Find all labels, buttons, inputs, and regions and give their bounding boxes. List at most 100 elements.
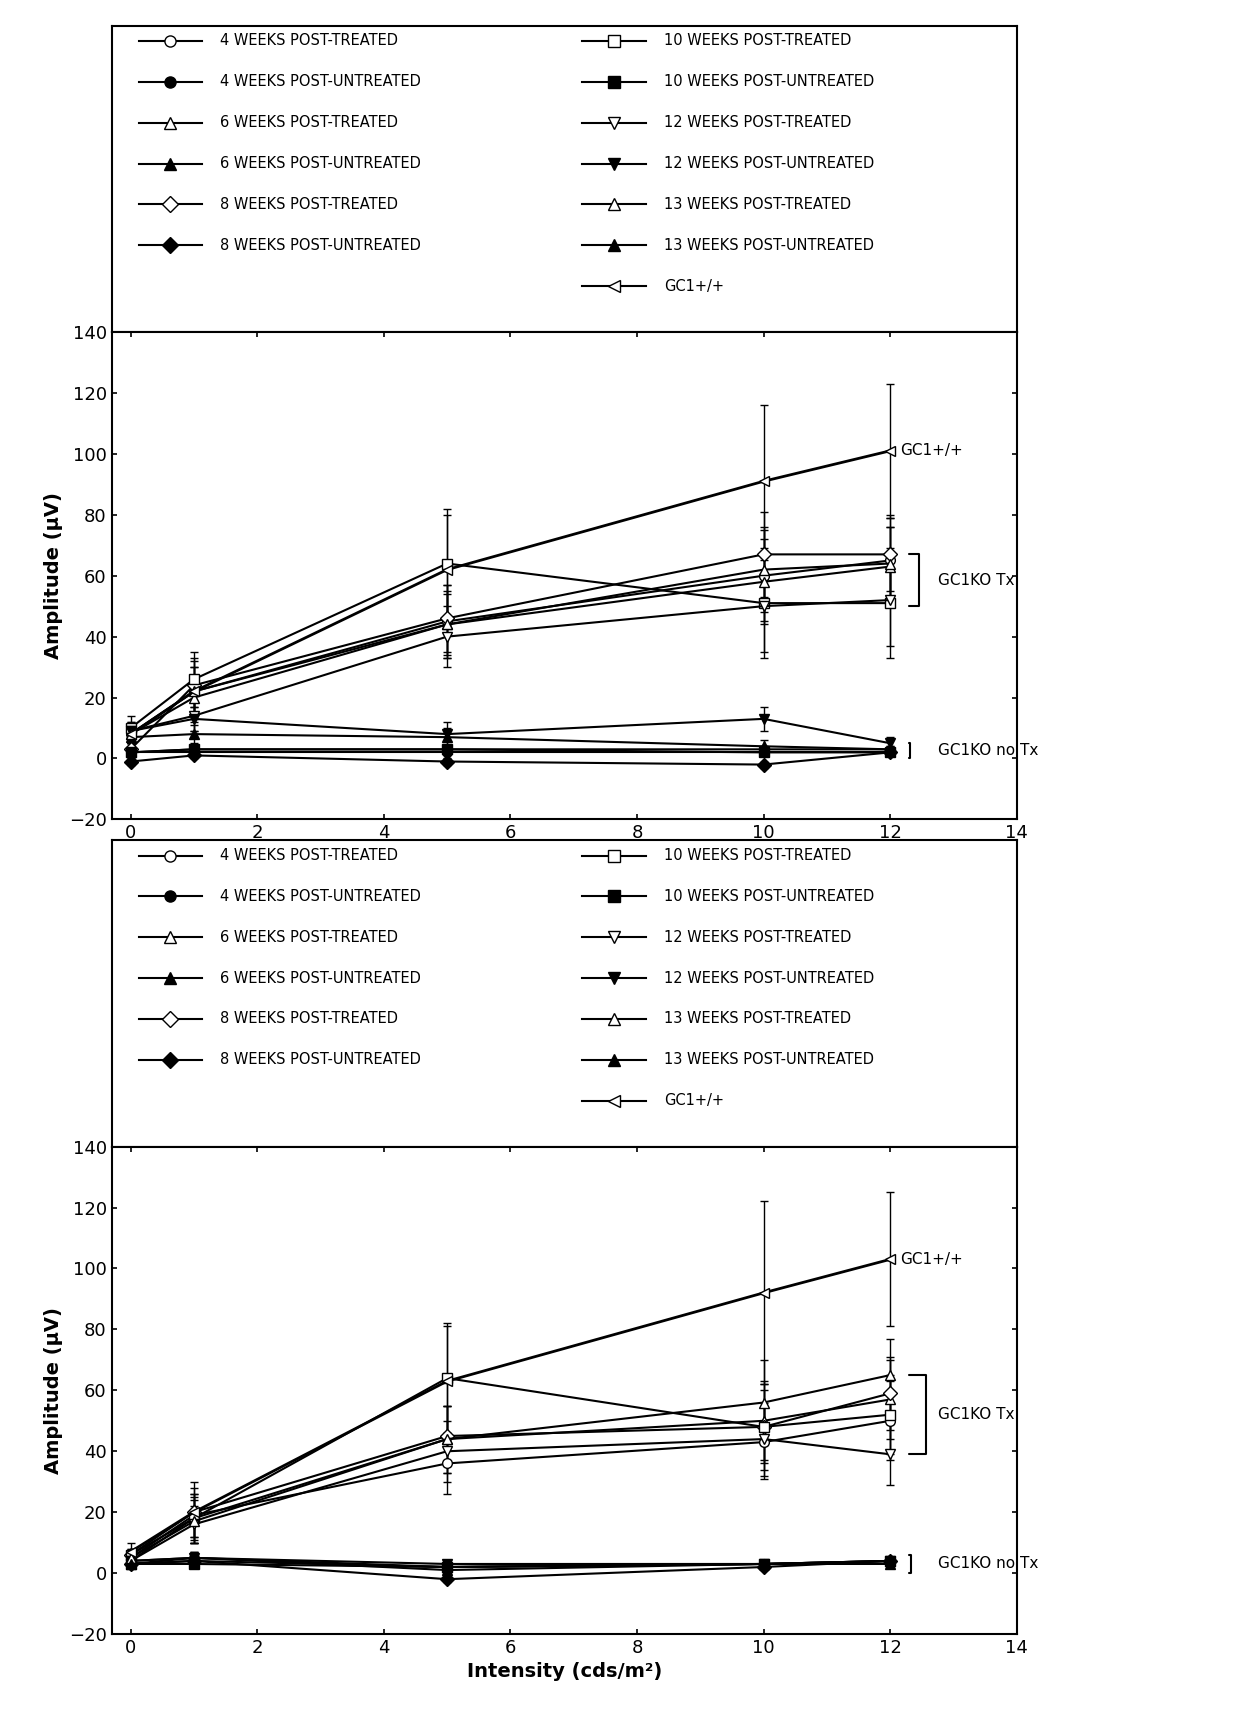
4 WEEKS POST-TREATED [123, 1548, 138, 1568]
Line: 12 WEEKS POST-TREATED: 12 WEEKS POST-TREATED [125, 1435, 895, 1566]
8 WEEKS POST-TREATED [756, 1416, 771, 1436]
Line: 10 WEEKS POST-UNTREATED: 10 WEEKS POST-UNTREATED [125, 1556, 895, 1571]
GC1+/+ [186, 1501, 201, 1522]
6 WEEKS POST-UNTREATED [123, 1551, 138, 1571]
13 WEEKS POST-TREATED [123, 1548, 138, 1568]
12 WEEKS POST-TREATED [756, 1430, 771, 1450]
Y-axis label: Amplitude (μV): Amplitude (μV) [45, 1306, 63, 1474]
10 WEEKS POST-TREATED [756, 1416, 771, 1436]
Line: 13 WEEKS POST-UNTREATED: 13 WEEKS POST-UNTREATED [125, 1556, 895, 1571]
GC1+/+ [756, 470, 771, 491]
Text: 4 WEEKS POST-TREATED: 4 WEEKS POST-TREATED [221, 34, 398, 48]
10 WEEKS POST-UNTREATED [883, 742, 898, 763]
6 WEEKS POST-TREATED [123, 723, 138, 744]
Line: 4 WEEKS POST-UNTREATED: 4 WEEKS POST-UNTREATED [125, 1553, 895, 1571]
Text: 10 WEEKS POST-TREATED: 10 WEEKS POST-TREATED [663, 848, 851, 864]
13 WEEKS POST-TREATED [186, 681, 201, 701]
Text: GC1KO Tx: GC1KO Tx [937, 1407, 1014, 1423]
8 WEEKS POST-TREATED [123, 739, 138, 759]
GC1+/+ [440, 1371, 455, 1392]
10 WEEKS POST-TREATED [440, 554, 455, 575]
12 WEEKS POST-UNTREATED [123, 722, 138, 742]
6 WEEKS POST-TREATED [440, 614, 455, 634]
4 WEEKS POST-UNTREATED [440, 742, 455, 763]
6 WEEKS POST-UNTREATED [883, 739, 898, 759]
X-axis label: Intensity (cds/m²): Intensity (cds/m²) [466, 1662, 662, 1681]
Line: 8 WEEKS POST-TREATED: 8 WEEKS POST-TREATED [125, 549, 895, 754]
Text: 6 WEEKS POST-TREATED: 6 WEEKS POST-TREATED [221, 115, 398, 130]
12 WEEKS POST-UNTREATED [186, 708, 201, 728]
6 WEEKS POST-TREATED [440, 1430, 455, 1450]
10 WEEKS POST-TREATED [186, 669, 201, 689]
12 WEEKS POST-UNTREATED [123, 1551, 138, 1571]
4 WEEKS POST-UNTREATED [440, 1556, 455, 1577]
10 WEEKS POST-TREATED [123, 718, 138, 739]
8 WEEKS POST-TREATED [883, 544, 898, 564]
13 WEEKS POST-UNTREATED [440, 739, 455, 759]
8 WEEKS POST-UNTREATED [186, 746, 201, 766]
13 WEEKS POST-TREATED [756, 1392, 771, 1412]
12 WEEKS POST-TREATED [883, 590, 898, 610]
Text: 12 WEEKS POST-UNTREATED: 12 WEEKS POST-UNTREATED [663, 156, 874, 171]
13 WEEKS POST-UNTREATED [186, 1551, 201, 1571]
4 WEEKS POST-TREATED [756, 566, 771, 587]
GC1+/+ [440, 559, 455, 580]
Line: 13 WEEKS POST-UNTREATED: 13 WEEKS POST-UNTREATED [125, 744, 895, 758]
4 WEEKS POST-TREATED [883, 551, 898, 571]
4 WEEKS POST-UNTREATED [756, 742, 771, 763]
10 WEEKS POST-TREATED [440, 1368, 455, 1389]
GC1+/+ [883, 1248, 898, 1269]
Line: 8 WEEKS POST-TREATED: 8 WEEKS POST-TREATED [125, 1389, 895, 1560]
Text: 6 WEEKS POST-TREATED: 6 WEEKS POST-TREATED [221, 930, 398, 946]
6 WEEKS POST-TREATED [756, 1411, 771, 1431]
13 WEEKS POST-TREATED [883, 1365, 898, 1385]
8 WEEKS POST-UNTREATED [756, 1556, 771, 1577]
8 WEEKS POST-TREATED [186, 1501, 201, 1522]
4 WEEKS POST-UNTREATED [756, 1554, 771, 1575]
8 WEEKS POST-UNTREATED [440, 751, 455, 771]
GC1+/+ [756, 1282, 771, 1303]
8 WEEKS POST-TREATED [186, 675, 201, 696]
Line: 6 WEEKS POST-UNTREATED: 6 WEEKS POST-UNTREATED [125, 1553, 895, 1575]
GC1+/+ [883, 441, 898, 462]
Text: 13 WEEKS POST-UNTREATED: 13 WEEKS POST-UNTREATED [663, 1052, 874, 1067]
Text: 6 WEEKS POST-UNTREATED: 6 WEEKS POST-UNTREATED [221, 156, 422, 171]
6 WEEKS POST-TREATED [186, 687, 201, 708]
10 WEEKS POST-UNTREATED [186, 739, 201, 759]
Text: 6 WEEKS POST-UNTREATED: 6 WEEKS POST-UNTREATED [221, 971, 422, 985]
12 WEEKS POST-TREATED [123, 1551, 138, 1571]
GC1+/+ [123, 723, 138, 744]
13 WEEKS POST-UNTREATED [440, 1556, 455, 1577]
4 WEEKS POST-UNTREATED [123, 742, 138, 763]
8 WEEKS POST-TREATED [123, 1544, 138, 1565]
8 WEEKS POST-TREATED [440, 1426, 455, 1447]
12 WEEKS POST-UNTREATED [883, 734, 898, 754]
8 WEEKS POST-UNTREATED [123, 751, 138, 771]
Line: 6 WEEKS POST-TREATED: 6 WEEKS POST-TREATED [125, 1395, 895, 1566]
6 WEEKS POST-UNTREATED [186, 1548, 201, 1568]
6 WEEKS POST-TREATED [883, 556, 898, 576]
8 WEEKS POST-UNTREATED [883, 1551, 898, 1571]
10 WEEKS POST-TREATED [756, 593, 771, 614]
Text: 12 WEEKS POST-UNTREATED: 12 WEEKS POST-UNTREATED [663, 971, 874, 985]
12 WEEKS POST-UNTREATED [440, 1554, 455, 1575]
Text: GC1+/+: GC1+/+ [663, 279, 724, 294]
10 WEEKS POST-TREATED [186, 1508, 201, 1529]
6 WEEKS POST-UNTREATED [440, 727, 455, 747]
4 WEEKS POST-TREATED [123, 723, 138, 744]
10 WEEKS POST-UNTREATED [123, 742, 138, 763]
12 WEEKS POST-TREATED [883, 1443, 898, 1464]
6 WEEKS POST-TREATED [883, 1389, 898, 1409]
4 WEEKS POST-UNTREATED [186, 1548, 201, 1568]
13 WEEKS POST-UNTREATED [123, 742, 138, 763]
Line: 4 WEEKS POST-TREATED: 4 WEEKS POST-TREATED [125, 556, 895, 739]
Line: 12 WEEKS POST-UNTREATED: 12 WEEKS POST-UNTREATED [125, 715, 895, 747]
Text: GC1KO no Tx: GC1KO no Tx [937, 744, 1038, 758]
Line: 10 WEEKS POST-UNTREATED: 10 WEEKS POST-UNTREATED [125, 744, 895, 758]
12 WEEKS POST-UNTREATED [440, 723, 455, 744]
10 WEEKS POST-TREATED [883, 1404, 898, 1424]
8 WEEKS POST-UNTREATED [123, 1554, 138, 1575]
4 WEEKS POST-UNTREATED [186, 742, 201, 763]
Y-axis label: Amplitude (μV): Amplitude (μV) [45, 492, 63, 658]
X-axis label: Intensity (cds/m²): Intensity (cds/m²) [466, 848, 662, 867]
